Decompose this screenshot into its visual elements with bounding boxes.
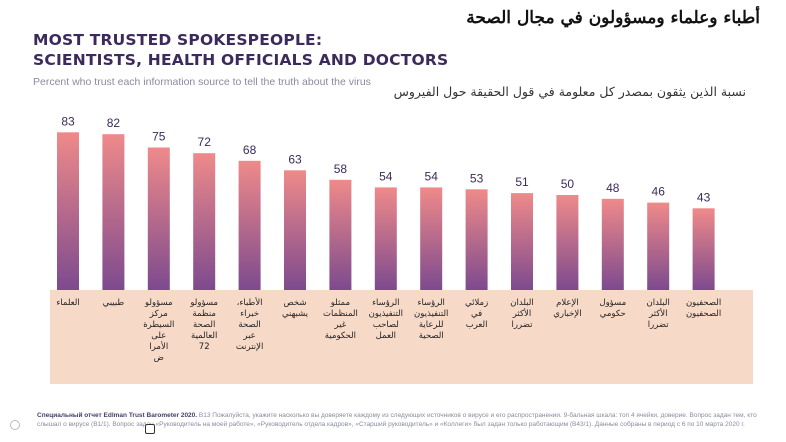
bar [238,160,261,290]
data-label: 46 [652,185,666,199]
bar [374,187,397,290]
category-label: الأطباء، خبراء الصحة عبر الإنترنت [236,297,264,352]
cursor-icon [145,424,155,434]
data-label: 54 [425,169,439,183]
data-label: 72 [198,135,212,149]
data-label: 48 [606,181,620,195]
bar [193,153,216,290]
data-label: 63 [288,152,302,166]
category-label: طبيبي [103,298,125,308]
category-label: العلماء [56,298,79,308]
data-label: 68 [243,143,257,157]
data-label: 50 [561,177,575,191]
bar [284,170,306,290]
chart-title-arabic: أطباء وعلماء ومسؤولون في مجال الصحة [466,8,760,28]
category-label: مسؤولو مركز السيطرة على الأمرا ض [143,298,174,363]
chart-title: MOST TRUSTED SPOKESPEOPLE: SCIENTISTS, H… [33,31,449,69]
category-label: الإعلام الإخباري [553,298,581,319]
data-label: 82 [107,116,121,130]
bar [601,198,624,290]
bar [57,132,79,290]
bar [329,179,352,290]
bar [147,147,170,290]
footnote: Специальный отчет Edlman Trust Barometer… [37,412,757,429]
data-label: 75 [152,130,166,144]
footnote-source: Специальный отчет Edlman Trust Barometer… [37,412,198,419]
chart-subtitle-arabic: نسبة الذين يثقون بمصدر كل معلومة في قول … [393,84,746,99]
category-label: البلدان الأكثر تضررا [510,298,533,330]
data-label: 54 [379,169,393,183]
category-label: شخص يشبهني [282,298,309,319]
category-label: الرؤساء التنفيذيون للرعاية الصحية [414,298,448,341]
data-label: 43 [697,190,711,204]
footnote-text: B13 Пожалуйста, укажите насколько вы дов… [37,412,757,428]
bar [511,193,533,290]
data-label: 51 [515,175,529,189]
category-label: مسؤول حكومي [599,298,626,319]
data-label: 53 [470,171,484,185]
bar [102,134,125,290]
bar [647,202,670,290]
data-label: 58 [334,162,348,176]
chart-subtitle: Percent who trust each information sourc… [33,76,371,88]
category-label: زملائي في العرب [465,298,488,330]
bar [692,208,715,290]
data-label: 83 [61,114,75,128]
category-label: البلدان الأكثر تضررا [646,298,669,330]
page-indicator [10,420,20,430]
category-label: الصحفيون الصحفيون [686,298,721,319]
bar [420,187,443,290]
category-label: مسؤولو منظمة الصحة العالمية 72 [189,298,218,352]
category-label: ممثلو المنظمات غير الحكومية [323,298,358,341]
bar [465,189,488,290]
category-label: الرؤساء التنفيذيون لصاحب العمل [369,298,403,341]
label-panel [50,290,753,384]
bar [556,195,579,290]
